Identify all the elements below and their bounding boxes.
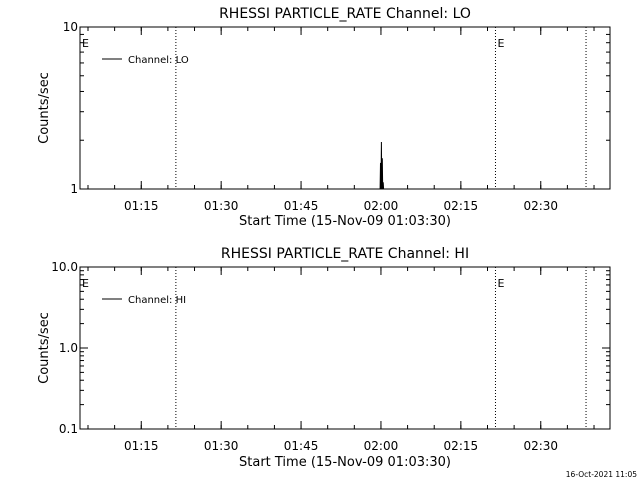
hi-x-tick-label: 01:15 [124,439,159,453]
hi-corner-flag: E [82,277,89,290]
lo-x-tick-label: 02:15 [444,199,479,213]
lo-plot-frame [79,26,611,190]
hi-y-tick-label: 0.1 [59,422,78,436]
lo-y-tick-label: 1 [70,182,78,196]
lo-y-tick-label: 10 [63,20,78,34]
lo-x-tick-label: 02:00 [364,199,399,213]
lo-chart-title: RHESSI PARTICLE_RATE Channel: LO [219,6,471,22]
lo-x-tick-label: 01:45 [284,199,319,213]
lo-series-line [379,141,385,190]
hi-chart-title: RHESSI PARTICLE_RATE Channel: HI [221,246,469,262]
footer-timestamp: 16-Oct-2021 11:05 [566,470,637,479]
hi-marker-flag: E [497,277,504,290]
hi-plot-frame [79,266,611,430]
hi-x-tick-label: 02:15 [444,439,479,453]
hi-x-tick-label: 02:30 [523,439,558,453]
lo-legend-label: Channel: LO [128,55,189,66]
lo-y-axis-label: Counts/sec [37,72,52,144]
hi-x-tick-label: 01:30 [204,439,239,453]
lo-x-axis-label: Start Time (15-Nov-09 01:03:30) [239,214,451,229]
lo-x-tick-label: 01:15 [124,199,159,213]
lo-x-tick-label: 02:30 [523,199,558,213]
hi-x-tick-label: 02:00 [364,439,399,453]
hi-legend-label: Channel: HI [128,295,186,306]
hi-x-tick-label: 01:45 [284,439,319,453]
lo-panel: RHESSI PARTICLE_RATE Channel: LO 1 10 01:15… [37,6,611,229]
hi-panel: RHESSI PARTICLE_RATE Channel: HI 0.1 1.0 10… [37,246,611,470]
hi-x-axis-label: Start Time (15-Nov-09 01:03:30) [239,455,451,470]
lo-corner-flag: E [82,37,89,50]
lo-marker-flag: E [497,37,504,50]
lo-x-tick-label: 01:30 [204,199,239,213]
hi-y-tick-label: 1.0 [59,341,78,355]
hi-y-tick-label: 10.0 [51,260,78,274]
hi-y-axis-label: Counts/sec [37,312,52,384]
